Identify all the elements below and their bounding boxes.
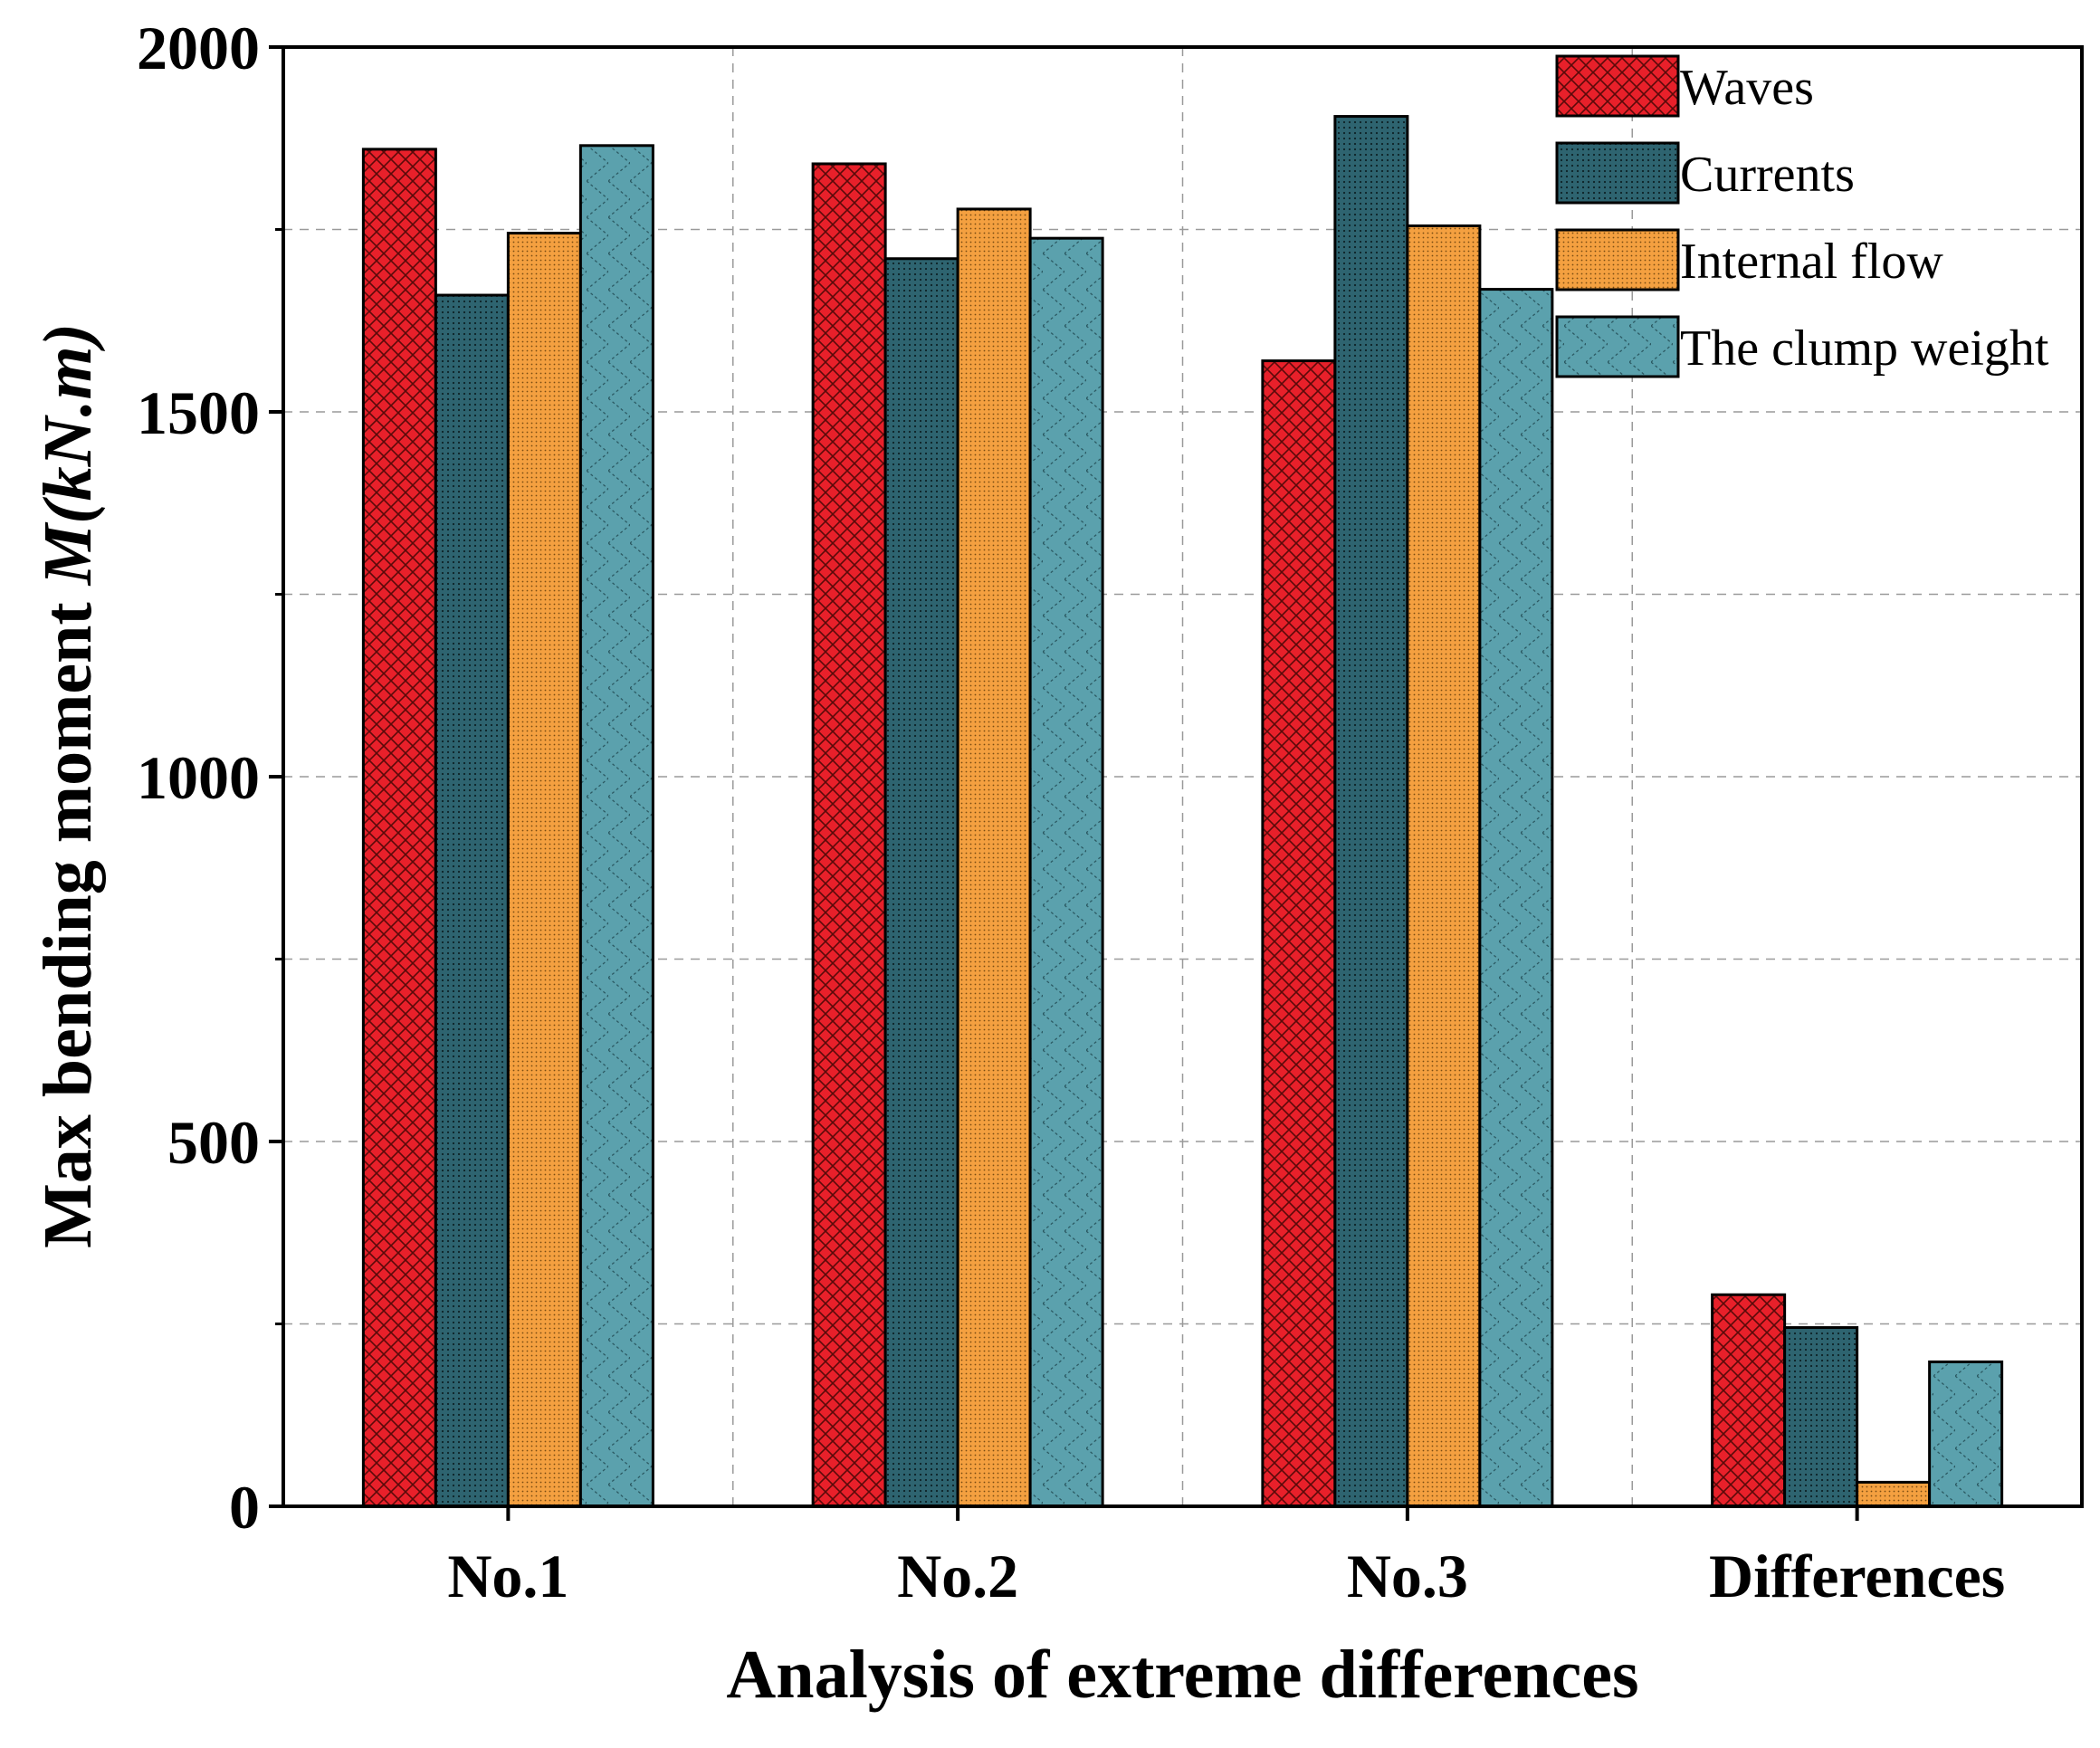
legend-label: Waves <box>1680 60 1814 116</box>
bar-currents-no1 <box>434 293 510 1508</box>
bar-the-clump-weight-no2 <box>1028 236 1104 1508</box>
bar-the-clump-weight-differences <box>1928 1360 2004 1508</box>
x-tick-label: Differences <box>1709 1542 2005 1610</box>
bar-currents-differences <box>1783 1326 1859 1508</box>
legend-label: Internal flow <box>1680 234 1943 290</box>
legend-swatch <box>1555 141 1680 205</box>
y-tick-label: 1000 <box>137 743 260 812</box>
y-tick-label: 0 <box>229 1473 260 1542</box>
bar-the-clump-weight-no3 <box>1478 288 1554 1508</box>
bar-waves-no2 <box>811 162 887 1508</box>
y-tick-label: 1500 <box>137 378 260 447</box>
x-tick-label: No.2 <box>897 1542 1018 1610</box>
bar-currents-no2 <box>883 257 959 1508</box>
bar-internal-flow-no3 <box>1406 224 1482 1508</box>
bar-internal-flow-differences <box>1856 1480 1932 1508</box>
y-axis-title-prefix: Max bending moment <box>30 585 106 1248</box>
bar-internal-flow-no1 <box>506 232 582 1508</box>
x-tick-label: No.3 <box>1347 1542 1468 1610</box>
y-axis-title-symbol: M(kN.m) <box>30 323 106 586</box>
legend-swatch <box>1555 54 1680 118</box>
y-axis-title: Max bending moment M(kN.m) <box>30 323 106 1248</box>
bar-currents-no3 <box>1333 115 1409 1508</box>
bar-the-clump-weight-no1 <box>578 144 654 1508</box>
bar-waves-no1 <box>361 148 437 1508</box>
legend-swatch <box>1555 315 1680 378</box>
y-tick-label: 500 <box>167 1108 260 1177</box>
legend: Waves Currents Internal flow The clump weig… <box>1555 54 2049 378</box>
x-axis-title: Analysis of extreme differences <box>726 1637 1638 1713</box>
bar-waves-differences <box>1711 1293 1787 1508</box>
bar-waves-no3 <box>1261 359 1337 1508</box>
legend-label: The clump weight <box>1680 320 2049 377</box>
bar-internal-flow-no2 <box>956 207 1032 1508</box>
axes: 0 500 1000 1500 2000 No.1 No.2 No.3 Differences <box>137 14 2005 1610</box>
legend-label: Currents <box>1680 147 1855 203</box>
legend-swatch <box>1555 228 1680 291</box>
x-tick-label: No.1 <box>447 1542 568 1610</box>
y-tick-label: 2000 <box>137 14 260 82</box>
bars <box>361 115 2004 1508</box>
